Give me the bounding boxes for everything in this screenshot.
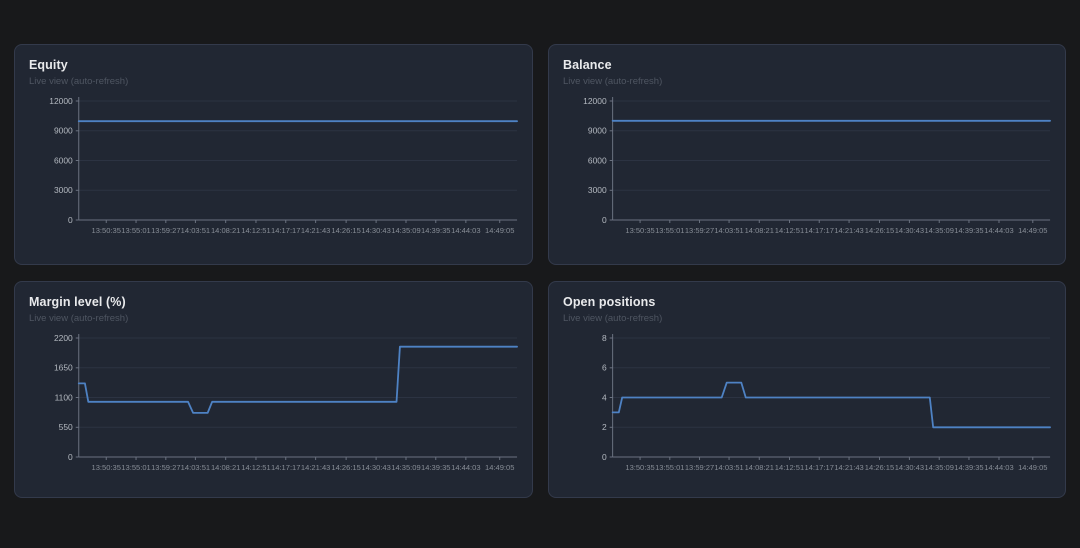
x-tick-label: 14:26:15 [331,226,360,235]
y-tick-label: 8 [602,333,607,343]
x-tick-label: 14:17:17 [805,226,834,235]
y-tick-label: 0 [602,215,607,225]
y-tick-label: 6000 [588,155,607,165]
x-tick-label: 13:55:01 [121,226,150,235]
balance-chart-card: Balance Live view (auto-refresh) 0 3000 60… [548,44,1066,265]
x-tick-label: 13:55:01 [121,463,150,472]
margin-level-chart-card: Margin level (%) Live view (auto-refresh… [14,281,533,498]
margin-level-line-chart[interactable]: 0 550 1100 1650 2200 13:50:35 13:55:01 13:59:27… [15,328,532,493]
y-tick-label: 12000 [49,96,73,106]
x-tick-label: 14:30:43 [361,463,390,472]
x-tick-label: 14:35:09 [391,226,420,235]
x-tick-label: 13:50:35 [625,463,654,472]
y-tick-label: 1650 [54,363,73,373]
x-tick-label: 14:39:35 [954,463,983,472]
x-tick-label: 13:50:35 [92,226,121,235]
y-tick-label: 3000 [54,185,73,195]
x-tick-label: 13:55:01 [655,463,684,472]
margin-level-chart-title: Margin level (%) [29,295,126,309]
balance-line-chart[interactable]: 0 3000 6000 9000 12000 13:50:35 13:55:01 13:59:… [549,91,1065,256]
x-tick-label: 14:12:51 [775,226,804,235]
series-line [77,345,518,414]
x-tick-label: 14:30:43 [895,463,924,472]
equity-line-chart[interactable]: 0 3000 6000 9000 12000 13:50:35 13:55:01 13:59:… [15,91,532,256]
x-tick-label: 14:12:51 [775,463,804,472]
y-tick-label: 9000 [54,126,73,136]
equity-chart-subtitle: Live view (auto-refresh) [29,76,129,87]
x-tick-label: 13:50:35 [92,463,121,472]
x-tick-label: 14:30:43 [895,226,924,235]
y-tick-label: 0 [68,452,73,462]
x-tick-label: 14:39:35 [954,226,983,235]
balance-chart-subtitle: Live view (auto-refresh) [563,76,663,87]
series-line [611,381,1051,429]
x-tick-label: 14:30:43 [361,226,390,235]
x-tick-label: 13:59:27 [685,226,714,235]
x-tick-label: 14:21:43 [301,463,330,472]
y-tick-label: 0 [68,215,73,225]
x-tick-label: 14:26:15 [865,226,894,235]
x-tick-label: 14:49:05 [485,463,514,472]
x-tick-label: 14:12:51 [241,463,270,472]
x-tick-label: 14:08:21 [745,463,774,472]
x-tick-label: 13:55:01 [655,226,684,235]
x-tick-label: 14:12:51 [241,226,270,235]
y-tick-label: 6 [602,363,607,373]
x-tick-label: 13:59:27 [151,463,180,472]
x-tick-label: 14:03:51 [714,463,743,472]
y-tick-label: 0 [602,452,607,462]
y-tick-label: 2 [602,422,607,432]
x-tick-label: 14:39:35 [421,463,450,472]
x-tick-label: 14:08:21 [745,226,774,235]
x-tick-label: 14:49:05 [1018,463,1047,472]
x-tick-label: 14:44:03 [451,226,480,235]
x-tick-label: 14:21:43 [301,226,330,235]
x-tick-label: 13:50:35 [625,226,654,235]
x-tick-label: 14:44:03 [451,463,480,472]
margin-level-chart-subtitle: Live view (auto-refresh) [29,313,129,324]
x-tick-label: 14:08:21 [211,226,240,235]
x-tick-label: 14:49:05 [1018,226,1047,235]
y-tick-label: 9000 [588,126,607,136]
x-tick-label: 14:49:05 [485,226,514,235]
y-tick-label: 3000 [588,185,607,195]
open-positions-chart-title: Open positions [563,295,656,309]
open-positions-chart-card: Open positions Live view (auto-refresh) … [548,281,1066,498]
y-tick-label: 2200 [54,333,73,343]
x-tick-label: 14:17:17 [271,463,300,472]
y-tick-label: 4 [602,392,607,402]
x-tick-label: 14:35:09 [925,226,954,235]
x-tick-label: 13:59:27 [151,226,180,235]
x-tick-label: 14:26:15 [865,463,894,472]
x-tick-label: 14:21:43 [834,463,863,472]
equity-chart-card: Equity Live view (auto-refresh) 0 3000 600… [14,44,533,265]
x-tick-label: 14:26:15 [331,463,360,472]
x-tick-label: 14:03:51 [181,226,210,235]
y-tick-label: 1100 [55,392,73,402]
balance-chart-title: Balance [563,58,612,72]
x-tick-label: 14:21:43 [834,226,863,235]
x-tick-label: 14:03:51 [714,226,743,235]
x-tick-label: 14:35:09 [925,463,954,472]
y-tick-label: 6000 [54,155,73,165]
open-positions-chart-subtitle: Live view (auto-refresh) [563,313,663,324]
x-tick-label: 14:17:17 [805,463,834,472]
x-tick-label: 14:35:09 [391,463,420,472]
x-tick-label: 14:03:51 [181,463,210,472]
x-tick-label: 14:17:17 [271,226,300,235]
x-tick-label: 14:39:35 [421,226,450,235]
x-tick-label: 14:08:21 [211,463,240,472]
x-tick-label: 14:44:03 [984,463,1013,472]
x-tick-label: 13:59:27 [685,463,714,472]
y-tick-label: 12000 [583,96,607,106]
x-tick-label: 14:44:03 [984,226,1013,235]
equity-chart-title: Equity [29,58,68,72]
y-tick-label: 550 [59,422,73,432]
